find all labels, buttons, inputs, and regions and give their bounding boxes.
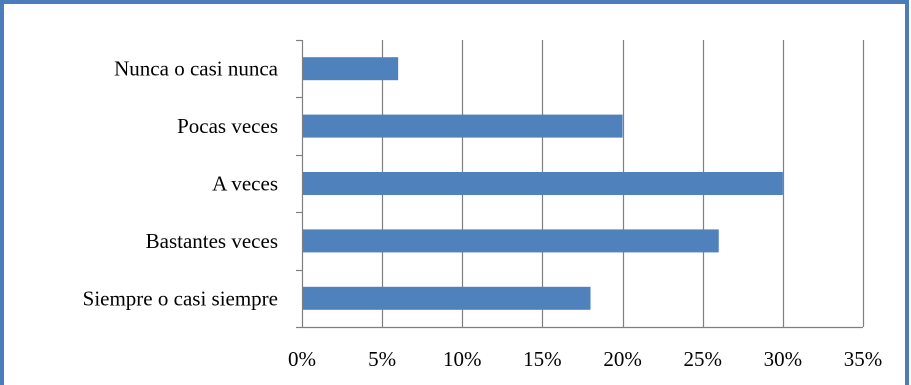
category-labels: Nunca o casi nunca Pocas veces A veces Bast… [83, 57, 279, 311]
x-tick-labels: 0% 5% 10% 15% 20% 25% 30% 35% [288, 347, 882, 371]
bar-bastantes-veces [303, 229, 719, 253]
category-label-bastantes-veces: Bastantes veces [146, 229, 278, 253]
bar-pocas-veces [303, 114, 623, 138]
bar-siempre-o-casi-siempre [303, 286, 591, 310]
bar-a-veces [303, 172, 783, 195]
x-tick-label-25: 25% [683, 347, 722, 371]
x-tick-label-35: 35% [844, 347, 883, 371]
x-tick-label-30: 30% [764, 347, 803, 371]
x-tick-label-10: 10% [443, 347, 482, 371]
x-tick-label-20: 20% [603, 347, 642, 371]
x-tick-label-5: 5% [368, 347, 396, 371]
category-label-pocas-veces: Pocas veces [177, 114, 278, 138]
bars [303, 57, 783, 310]
category-label-a-veces: A veces [212, 172, 278, 196]
bar-nunca-o-casi-nunca [303, 57, 399, 81]
category-label-siempre-o-casi-siempre: Siempre o casi siempre [83, 286, 278, 310]
x-tick-label-15: 15% [523, 347, 562, 371]
category-label-nunca-o-casi-nunca: Nunca o casi nunca [114, 57, 279, 81]
x-tick-label-0: 0% [288, 347, 316, 371]
axes [296, 39, 863, 329]
